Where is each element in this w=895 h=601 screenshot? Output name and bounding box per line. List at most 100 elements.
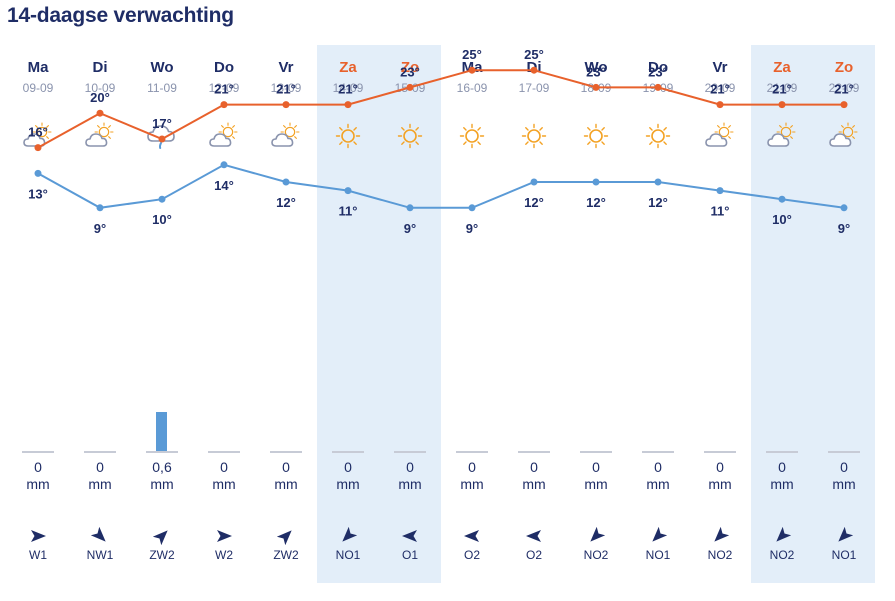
wind-arrow-icon bbox=[152, 527, 171, 546]
wind-arrow-icon bbox=[276, 527, 295, 546]
rain-unit: mm bbox=[584, 476, 608, 492]
min-temp-label: 9° bbox=[838, 221, 850, 236]
sun-behind-cloud-icon bbox=[85, 122, 115, 150]
day-date: 20-09 bbox=[704, 81, 736, 95]
wind-arrow-icon bbox=[90, 526, 109, 545]
max-temp-label: 23° bbox=[586, 64, 606, 79]
rain-baseline bbox=[84, 451, 116, 453]
day-column[interactable]: Zo 22-09 0 mm NO1 bbox=[813, 45, 875, 583]
max-temp-label: 17° bbox=[152, 116, 172, 131]
rain-unit: mm bbox=[212, 476, 236, 492]
day-column[interactable]: Wo 11-09 0,6 mm ZW2 bbox=[131, 45, 193, 583]
forecast-grid: Ma 09-09 0 mm W1 Di 10-09 0 mm NW1 Wo 11-09 0,6 mm… bbox=[7, 45, 875, 583]
sun-icon bbox=[581, 122, 611, 150]
min-temp-label: 10° bbox=[152, 212, 172, 227]
rain-baseline bbox=[766, 451, 798, 453]
min-temp-point bbox=[344, 187, 352, 195]
min-temp-point bbox=[592, 178, 600, 186]
min-temp-point bbox=[778, 195, 786, 203]
max-temp-point bbox=[592, 83, 600, 91]
weekend-band bbox=[751, 45, 875, 583]
max-temp-point bbox=[406, 83, 414, 91]
day-date: 10-09 bbox=[84, 81, 116, 95]
min-temp-label: 9° bbox=[466, 221, 478, 236]
rain-baseline bbox=[270, 451, 302, 453]
wind-arrow-icon bbox=[525, 527, 543, 545]
day-name: Za bbox=[339, 59, 357, 76]
rain-baseline bbox=[146, 451, 178, 453]
rain-amount: 0 bbox=[34, 459, 42, 475]
max-temp-label: 21° bbox=[834, 82, 854, 97]
max-temp-label: 25° bbox=[462, 47, 482, 62]
min-temp-line bbox=[37, 163, 845, 209]
rain-cloud-icon bbox=[147, 122, 177, 150]
max-temp-point bbox=[840, 101, 848, 109]
min-temp-label: 12° bbox=[586, 195, 606, 210]
rain-baseline bbox=[642, 451, 674, 453]
rain-unit: mm bbox=[770, 476, 794, 492]
rain-amount: 0,6 bbox=[152, 459, 172, 475]
min-temp-point bbox=[654, 178, 662, 186]
min-temp-label: 11° bbox=[339, 204, 358, 219]
wind-label: NO1 bbox=[335, 548, 361, 562]
min-temp-label: 12° bbox=[276, 195, 296, 210]
min-temp-point bbox=[716, 187, 724, 195]
rain-baseline bbox=[394, 451, 426, 453]
rain-amount: 0 bbox=[530, 459, 538, 475]
rain-amount: 0 bbox=[592, 459, 600, 475]
day-column[interactable]: Vr 20-09 0 mm NO2 bbox=[689, 45, 751, 583]
day-name: Do bbox=[648, 59, 668, 76]
wind-arrow-icon bbox=[649, 526, 668, 545]
max-temp-point bbox=[344, 101, 352, 109]
day-name: Zo bbox=[400, 59, 420, 76]
page-title: 14-daagse verwachting bbox=[7, 4, 234, 27]
day-column[interactable]: Do 12-09 0 mm W2 bbox=[193, 45, 255, 583]
max-temp-label: 25° bbox=[524, 47, 544, 62]
max-temp-label: 21° bbox=[710, 82, 730, 97]
day-column[interactable]: Vr 13-09 0 mm ZW2 bbox=[255, 45, 317, 583]
rain-amount: 0 bbox=[96, 459, 104, 475]
day-column[interactable]: Di 10-09 0 mm NW1 bbox=[69, 45, 131, 583]
day-date: 17-09 bbox=[518, 81, 550, 95]
rain-baseline bbox=[828, 451, 860, 453]
min-temp-label: 12° bbox=[524, 195, 544, 210]
day-date: 21-09 bbox=[766, 81, 798, 95]
wind-label: NO2 bbox=[769, 548, 795, 562]
rain-unit: mm bbox=[274, 476, 298, 492]
rain-baseline bbox=[580, 451, 612, 453]
min-temp-point bbox=[468, 204, 476, 212]
rain-amount: 0 bbox=[778, 459, 786, 475]
wind-arrow-icon bbox=[339, 526, 358, 545]
rain-baseline bbox=[332, 451, 364, 453]
min-temp-label: 13° bbox=[28, 186, 48, 201]
weekend-band bbox=[317, 45, 441, 583]
day-name: Vr bbox=[712, 59, 728, 76]
max-temp-label: 20° bbox=[90, 90, 110, 105]
day-column[interactable]: Za 14-09 0 mm NO1 bbox=[317, 45, 379, 583]
day-date: 22-09 bbox=[828, 81, 860, 95]
max-temp-point bbox=[96, 109, 104, 117]
rain-baseline bbox=[518, 451, 550, 453]
min-temp-point bbox=[840, 204, 848, 212]
rain-unit: mm bbox=[88, 476, 112, 492]
day-name: Zo bbox=[834, 59, 854, 76]
day-name: Do bbox=[214, 59, 234, 76]
day-column[interactable]: Ma 09-09 0 mm W1 bbox=[7, 45, 69, 583]
wind-arrow-icon bbox=[401, 527, 419, 545]
rain-amount: 0 bbox=[344, 459, 352, 475]
day-name: Ma bbox=[27, 59, 49, 76]
max-temp-point bbox=[716, 101, 724, 109]
wind-label: NW1 bbox=[86, 548, 114, 562]
rain-unit: mm bbox=[646, 476, 670, 492]
sun-behind-cloud-icon bbox=[271, 122, 301, 150]
sun-icon bbox=[457, 122, 487, 150]
max-temp-point bbox=[654, 83, 662, 91]
min-temp-point bbox=[96, 204, 104, 212]
rain-amount: 0 bbox=[716, 459, 724, 475]
min-temp-point bbox=[282, 178, 290, 186]
max-temp-label: 21° bbox=[214, 82, 234, 97]
day-column[interactable]: Za 21-09 0 mm NO2 bbox=[751, 45, 813, 583]
sun-behind-cloud-icon bbox=[829, 122, 859, 150]
